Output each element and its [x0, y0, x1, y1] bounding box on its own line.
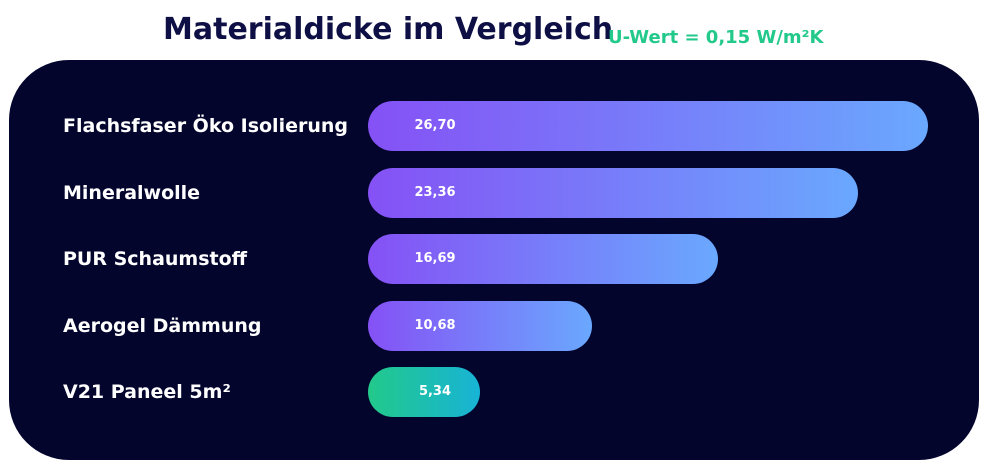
chart-subtitle: U-Wert = 0,15 W/m²K	[608, 27, 824, 48]
category-label: Mineralwolle	[63, 181, 201, 204]
category-label: Aerogel Dämmung	[63, 314, 262, 337]
category-label: Flachsfaser Öko Isolierung	[63, 115, 348, 137]
category-label: PUR Schaumstoff	[63, 248, 248, 270]
bar	[368, 167, 858, 218]
bar	[368, 234, 719, 284]
bar-highlight	[368, 367, 480, 417]
data-label: 16,69	[414, 251, 456, 266]
data-label: 10,68	[414, 317, 456, 333]
category-label: V21 Paneel 5m²	[63, 381, 231, 403]
bar	[368, 101, 928, 151]
data-label: 23,36	[414, 184, 456, 200]
data-label: 26,70	[414, 118, 456, 133]
chart-title: Materialdicke im Vergleich	[163, 12, 614, 47]
bar	[368, 300, 592, 351]
data-label: 5,34	[418, 384, 452, 399]
